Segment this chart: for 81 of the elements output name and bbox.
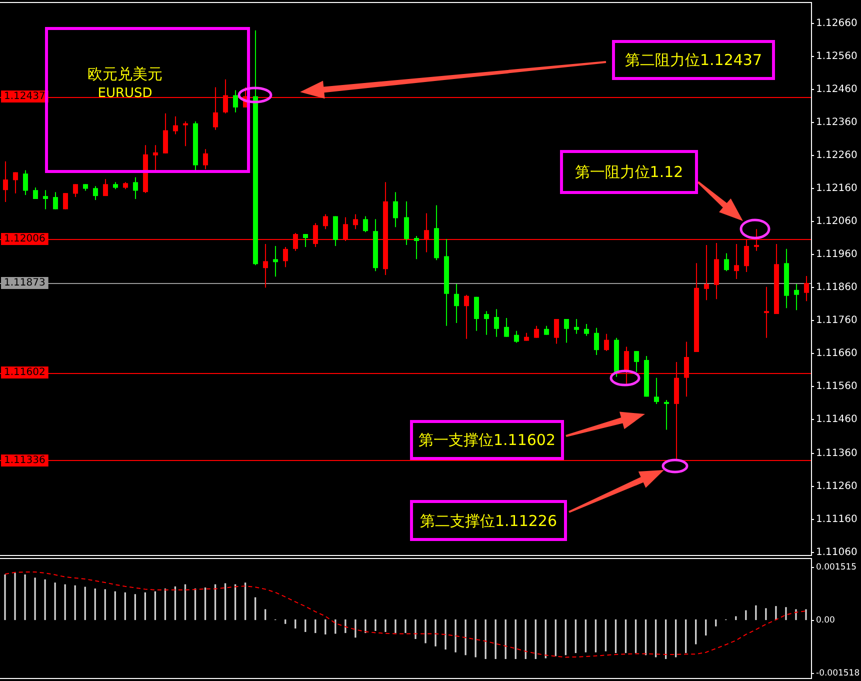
candlestick <box>233 90 238 113</box>
annotation: 第二阻力位1.12437 <box>624 50 762 69</box>
candlestick <box>363 216 368 233</box>
text: 欧元兑美元 <box>88 64 162 83</box>
candlestick <box>103 178 108 197</box>
ref-line-label: 1.11873 <box>4 278 46 289</box>
candlestick <box>414 236 419 260</box>
candlestick <box>273 245 278 278</box>
line-series <box>4 571 806 658</box>
candlestick <box>464 294 469 340</box>
y-tick-label: -0.001518 <box>816 668 860 679</box>
candlestick <box>804 276 809 302</box>
y-tick-label: 1.12160 <box>816 183 858 194</box>
y-tick-label: 1.12060 <box>816 216 858 228</box>
candlestick <box>794 283 799 311</box>
y-tick-label: 1.11960 <box>816 249 858 260</box>
candlestick <box>93 186 98 200</box>
candlestick <box>474 296 479 332</box>
y-tick-label: 1.11360 <box>816 448 858 460</box>
y-tick-label: 1.11060 <box>816 547 858 558</box>
ref-line-label: 1.11336 <box>4 455 46 466</box>
ref-line-label: 1.11602 <box>4 367 46 378</box>
candlestick <box>454 283 459 324</box>
text: EURUSD <box>98 86 152 102</box>
y-tick-label: 1.11260 <box>816 481 858 492</box>
candlestick <box>764 286 769 338</box>
y-tick-label: 0.00 <box>816 616 835 626</box>
y-tick-label: 1.11560 <box>816 381 858 392</box>
candlestick <box>604 333 609 352</box>
candlestick <box>303 234 308 248</box>
candlestick <box>263 243 268 288</box>
candlestick <box>43 190 48 210</box>
candlestick <box>634 350 639 372</box>
candlestick <box>283 246 288 268</box>
candlestick <box>564 318 569 344</box>
candlestick <box>173 116 178 135</box>
candlestick <box>534 325 539 338</box>
y-tick-label: 0.001515 <box>816 562 857 573</box>
candlestick <box>484 310 489 336</box>
candlestick <box>554 318 559 344</box>
candlestick <box>13 172 18 194</box>
candlestick <box>494 308 499 338</box>
candlestick <box>73 184 78 198</box>
candlestick <box>333 216 338 246</box>
candlestick <box>183 120 188 147</box>
ref-line-label: 1.12006 <box>4 234 46 245</box>
candlestick <box>53 192 58 210</box>
y-tick-label: 1.12360 <box>816 117 858 128</box>
candlestick <box>654 377 659 404</box>
candlestick <box>594 327 599 356</box>
candlestick <box>704 244 709 301</box>
y-tick-label: 1.11860 <box>816 282 858 294</box>
candlestick <box>574 318 579 334</box>
candlestick <box>203 148 208 170</box>
ref-line-label: 1.12437 <box>4 91 46 102</box>
y-tick-label: 1.12660 <box>816 18 858 30</box>
candlestick <box>404 200 409 246</box>
y-tick-label: 1.11760 <box>816 315 858 326</box>
candlestick <box>353 214 358 230</box>
annotation: 第二支撑位1.11226 <box>420 511 558 530</box>
candlestick <box>584 323 589 336</box>
candlestick <box>323 214 328 230</box>
annotation: 第一支撑位1.11602 <box>418 430 556 449</box>
y-tick-label: 1.11460 <box>816 414 858 426</box>
candlestick <box>133 176 138 200</box>
annotation: 第一阻力位1.12 <box>574 162 684 181</box>
y-tick-label: 1.11660 <box>816 348 858 360</box>
candlestick <box>734 243 739 280</box>
candlestick <box>393 192 398 228</box>
candlestick <box>664 399 669 430</box>
candlestick <box>724 252 729 272</box>
candlestick <box>504 318 509 338</box>
y-tick-label: 1.12260 <box>816 150 858 162</box>
candlestick <box>163 112 168 154</box>
candlestick <box>3 160 8 202</box>
candlestick <box>153 144 158 171</box>
y-tick-label: 1.12460 <box>816 84 858 96</box>
y-tick-label: 1.12560 <box>816 51 858 62</box>
y-tick-label: 1.11160 <box>816 514 858 526</box>
candlestick <box>23 170 28 196</box>
candlestick <box>514 330 519 344</box>
